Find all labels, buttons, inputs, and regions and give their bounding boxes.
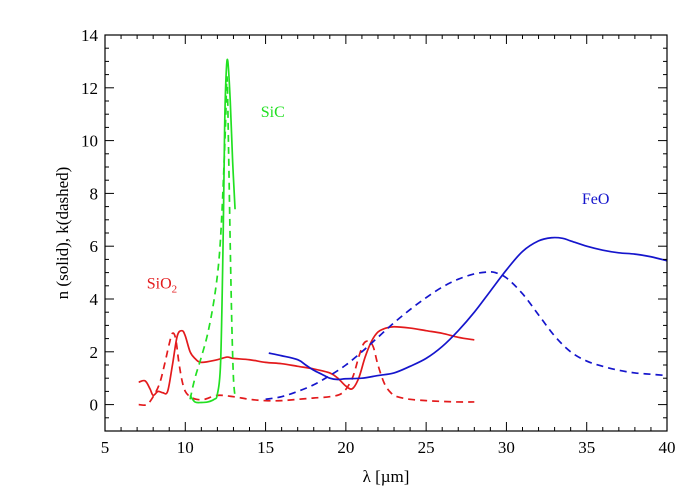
y-tick-label: 12 xyxy=(81,79,98,98)
series-layer xyxy=(138,58,668,407)
y-axis-title: n (solid), k(dashed) xyxy=(53,167,72,300)
series-line-feo-k xyxy=(265,271,668,401)
series-line-feo-n xyxy=(268,236,668,381)
series-label-sio2: SiO2 xyxy=(147,275,177,295)
y-tick-label: 2 xyxy=(90,343,99,362)
x-tick-label: 5 xyxy=(101,438,110,457)
ticks-layer: 5 10 15 20 25 30 35 40 0 2 4 6 8 10 12 14 xyxy=(81,26,676,457)
plot-frame xyxy=(104,34,668,432)
series-line-sic-n xyxy=(189,58,236,404)
y-tick-label: 8 xyxy=(90,184,99,203)
x-tick-label: 15 xyxy=(257,438,274,457)
series-line-sio2-k xyxy=(138,332,475,407)
x-tick-label: 25 xyxy=(418,438,435,457)
series-label-subscript: 2 xyxy=(172,283,178,295)
series-label-sic: SiC xyxy=(261,104,285,121)
series-label-text: SiO xyxy=(147,275,172,292)
x-axis-title: λ [µm] xyxy=(363,467,410,486)
x-tick-label: 35 xyxy=(578,438,595,457)
y-tick-label: 0 xyxy=(90,396,99,415)
x-tick-label: 10 xyxy=(177,438,194,457)
x-tick-label: 30 xyxy=(498,438,515,457)
y-tick-label: 14 xyxy=(81,26,99,45)
series-label-text: SiC xyxy=(261,104,285,121)
x-tick-label: 20 xyxy=(337,438,354,457)
y-tick-label: 4 xyxy=(90,290,99,309)
x-tick-label: 40 xyxy=(659,438,676,457)
y-tick-label: 10 xyxy=(81,132,98,151)
series-label-text: FeO xyxy=(582,191,610,208)
series-label-feo: FeO xyxy=(582,191,610,208)
y-tick-label: 6 xyxy=(90,237,99,256)
series-line-sic-k xyxy=(189,76,236,400)
series-line-sio2-n xyxy=(138,325,475,397)
labels-layer: SiO2 SiC FeO xyxy=(147,104,610,296)
